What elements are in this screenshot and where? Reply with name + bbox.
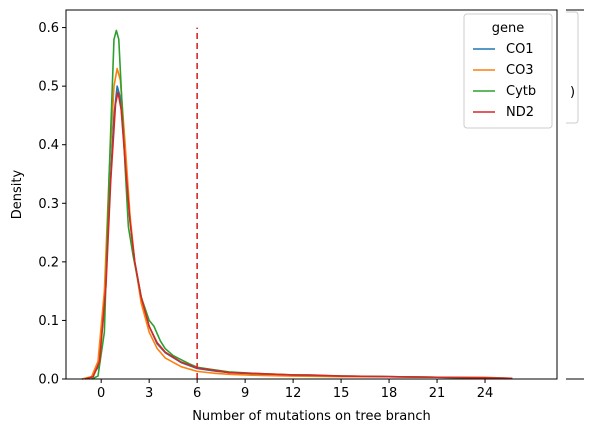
series-line-nd2 <box>84 91 513 380</box>
y-axis-ticks: 0.0 0.1 0.2 0.3 0.4 0.5 0.6 <box>38 21 66 388</box>
series-line-cytb <box>91 29 513 380</box>
y-tick-label: 0.2 <box>38 255 59 270</box>
x-tick-label: 18 <box>381 386 398 401</box>
series-lines <box>81 29 513 380</box>
y-tick-label: 0.0 <box>38 373 59 388</box>
legend-entries: CO1 CO3 Cytb ND2 <box>473 42 536 120</box>
series-line-co1 <box>81 85 513 380</box>
side-panel-box <box>566 11 579 124</box>
x-axis-ticks: 0 3 6 9 12 15 18 21 24 <box>97 379 493 401</box>
x-tick-label: 9 <box>241 386 249 401</box>
x-tick-label: 15 <box>333 386 350 401</box>
x-tick-label: 3 <box>145 386 153 401</box>
legend-entry-label: Cytb <box>506 84 536 99</box>
side-panel-edge: ) <box>566 9 584 380</box>
x-tick-label: 0 <box>97 386 105 401</box>
y-tick-label: 0.1 <box>38 314 59 329</box>
legend-box <box>463 13 553 129</box>
y-tick-label: 0.4 <box>38 138 59 153</box>
x-tick-label: 6 <box>193 386 201 401</box>
x-tick-label: 12 <box>285 386 302 401</box>
y-tick-label: 0.5 <box>38 80 59 95</box>
y-tick-label: 0.6 <box>38 21 59 36</box>
legend-entry-label: CO3 <box>506 63 534 78</box>
x-axis-label: Number of mutations on tree branch <box>192 409 431 424</box>
x-tick-label: 21 <box>429 386 446 401</box>
x-tick-label: 24 <box>477 386 494 401</box>
legend-entry-label: ND2 <box>506 105 534 120</box>
plot-area-frame <box>65 9 558 380</box>
legend-title: gene <box>492 21 525 36</box>
legend-entry-label: CO1 <box>506 42 534 57</box>
y-tick-label: 0.3 <box>38 197 59 212</box>
side-panel-glyph: ) <box>570 85 575 100</box>
legend: gene CO1 CO3 Cytb ND2 <box>463 13 553 129</box>
y-axis-label: Density <box>10 169 25 219</box>
series-line-co3 <box>81 67 513 380</box>
